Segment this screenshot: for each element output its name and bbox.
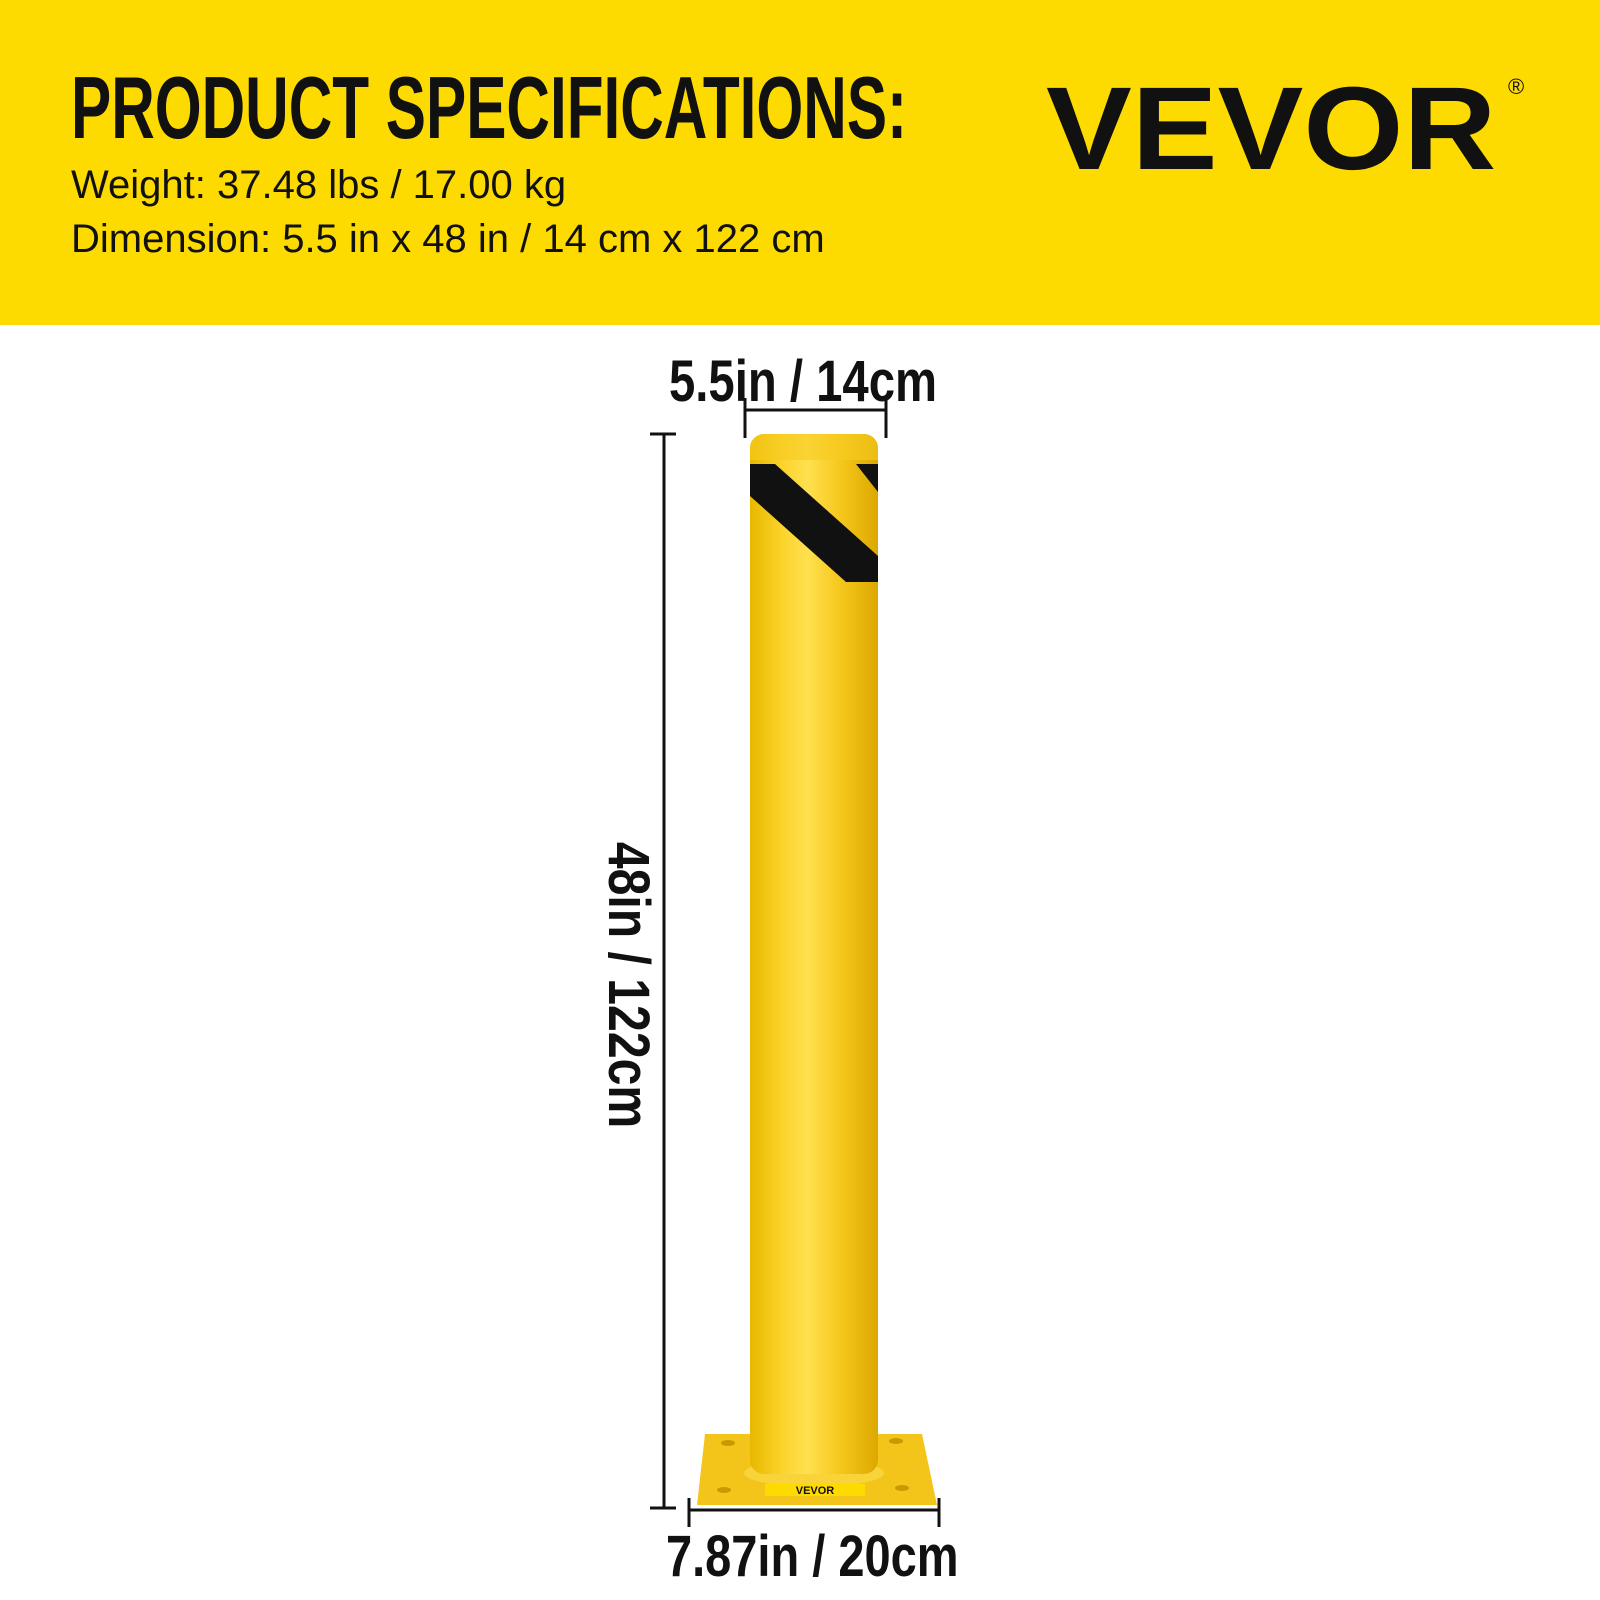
diameter-label: 5.5in / 14cm	[669, 349, 938, 414]
header-banner	[0, 0, 1600, 325]
bolt-hole	[717, 1487, 731, 1493]
weight-text: Weight: 37.48 lbs / 17.00 kg	[71, 163, 567, 207]
registered-mark: ®	[1508, 74, 1525, 99]
bollard-post	[750, 434, 878, 1474]
bolt-hole	[889, 1438, 903, 1444]
bolt-hole	[895, 1485, 909, 1491]
plate-label: VEVOR	[796, 1485, 835, 1497]
vevor-logo-wrap: VEVOR	[1046, 70, 1496, 188]
plate-label-bg	[765, 1484, 865, 1496]
page-title: PRODUCT SPECIFICATIONS:	[71, 58, 908, 157]
hazard-stripe	[856, 464, 878, 492]
base-label: 7.87in / 20cm	[666, 1524, 959, 1589]
vevor-logo: VEVOR	[1046, 63, 1497, 195]
dimension-text: Dimension: 5.5 in x 48 in / 14 cm x 122 …	[71, 217, 825, 261]
bolt-hole	[721, 1440, 735, 1446]
height-label: 48in / 122cm	[596, 841, 661, 1129]
hazard-stripe	[750, 464, 878, 582]
